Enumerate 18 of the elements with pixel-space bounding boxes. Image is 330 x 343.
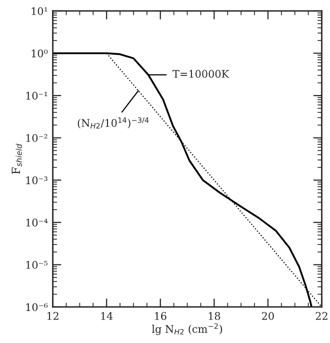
y-tick-label: 10⁻⁵ <box>26 260 48 269</box>
y-tick-label: 10⁻⁶ <box>26 303 48 312</box>
x-tick-label: 20 <box>262 312 274 320</box>
y-tick-label: 10⁻² <box>26 134 48 142</box>
x-tick-label: 18 <box>208 312 220 320</box>
x-tick-label: 12 <box>47 312 58 320</box>
y-axis-title: F$_{shield}$ <box>12 144 22 174</box>
annotation: T=10000K <box>172 70 230 78</box>
y-tick-label: 10⁻⁴ <box>26 218 48 227</box>
x-tick-label: 14 <box>101 312 113 320</box>
y-tick-label: 10⁻³ <box>26 176 48 184</box>
y-tick-label: 10¹ <box>32 7 48 16</box>
x-tick-label: 22 <box>316 312 328 320</box>
x-tick-label: 16 <box>155 312 166 320</box>
y-tick-label: 10⁰ <box>32 49 48 58</box>
annotation: (N$_{H2}$/10$^{14}$)$^{−3/4}$ <box>78 117 149 128</box>
y-tick-label: 10⁻¹ <box>26 92 48 100</box>
x-axis-title: lg N$_{H2}$ (cm$^{−2}$) <box>152 323 222 336</box>
